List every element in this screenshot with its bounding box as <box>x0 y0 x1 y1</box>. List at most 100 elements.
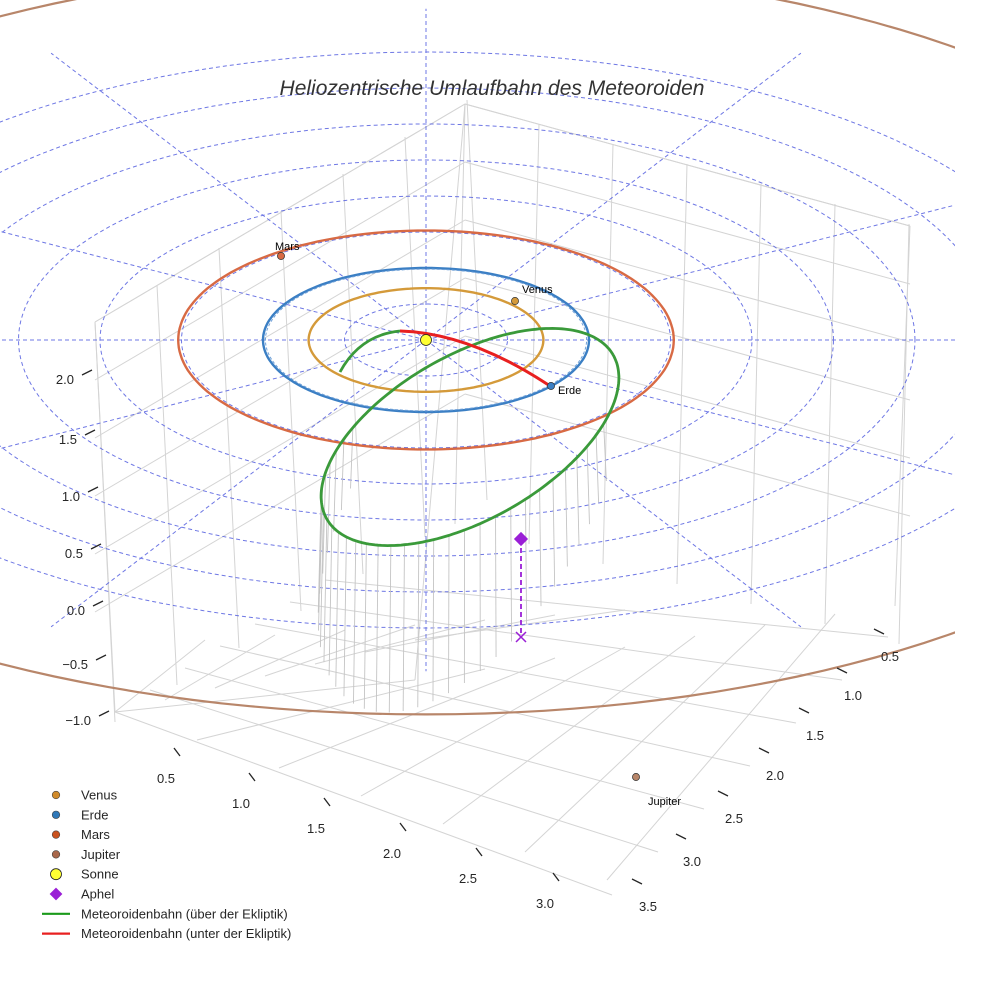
planet-marker-jupiter <box>632 773 640 781</box>
z-tick-label: −0.5 <box>62 657 88 672</box>
z-tick-label: 1.5 <box>59 432 77 447</box>
y-tick-label: 3.5 <box>639 899 657 914</box>
legend-dot-icon <box>51 810 61 819</box>
drop-line <box>603 423 607 482</box>
y-tick-label: 1.0 <box>844 688 862 703</box>
z-tick-label: 2.0 <box>56 372 74 387</box>
polar-grid-ring <box>17 159 835 521</box>
legend-item: Meteoroidenbahn (über der Ekliptik) <box>42 906 288 921</box>
pane-grid-line <box>528 123 540 545</box>
pane-grid-line <box>466 99 488 501</box>
pane-grid-line <box>324 579 889 638</box>
drop-line <box>539 489 542 607</box>
y-tick-label: 2.5 <box>725 811 743 826</box>
pane-grid-line <box>314 619 486 665</box>
z-tick-label: −1.0 <box>65 713 91 728</box>
polar-grid-ring <box>0 123 916 557</box>
planet-label-venus: Venus <box>522 284 553 296</box>
drop-line <box>340 438 345 511</box>
legend-dot-icon <box>51 850 61 859</box>
pane-grid-line <box>94 393 466 613</box>
legend-item: Mars <box>51 827 110 842</box>
x-tick-mark <box>399 822 407 832</box>
pane-grid-line <box>414 609 626 641</box>
meteoroid-orbit-below <box>399 329 551 388</box>
z-tick-label: 0.5 <box>65 546 83 561</box>
drop-line <box>323 518 328 663</box>
legend-item: Aphel <box>49 887 114 902</box>
y-tick-label: 2.0 <box>766 768 784 783</box>
drop-line <box>322 472 327 574</box>
pane-grid-line <box>676 163 688 585</box>
pane-grid-line <box>149 689 659 853</box>
z-tick-mark <box>84 429 96 436</box>
pane-grid-line <box>464 219 911 343</box>
pane-grid-line <box>164 634 276 701</box>
legend-label: Meteoroidenbahn (über der Ekliptik) <box>81 906 288 921</box>
pane-grid-line <box>218 247 240 649</box>
legend-label: Mars <box>81 827 110 842</box>
polar-grid-spoke <box>425 339 802 628</box>
pane-grid-line <box>342 173 364 575</box>
x-tick-label: 1.0 <box>232 796 250 811</box>
pane-grid-line <box>156 284 178 686</box>
y-axis: 0.5 1.0 1.5 2.0 2.5 3.0 3.5 <box>631 628 899 914</box>
z-tick-mark <box>92 600 104 607</box>
pane-grid-line <box>94 335 466 555</box>
polar-grid-ring <box>180 231 672 449</box>
pane-grid-line <box>114 711 613 896</box>
x-tick-label: 0.5 <box>157 771 175 786</box>
drop-line <box>525 499 528 625</box>
y-tick-label: 3.0 <box>683 854 701 869</box>
drop-line <box>375 545 379 712</box>
orbit-drop-lines <box>317 423 607 713</box>
drop-line <box>353 540 357 704</box>
drop-line <box>350 427 354 489</box>
pane-grid-line <box>750 183 762 605</box>
z-tick-mark <box>98 710 110 717</box>
drop-line <box>333 450 337 532</box>
legend-sun-icon <box>50 868 62 881</box>
orbit-venus <box>307 287 545 393</box>
planet-label-erde: Erde <box>558 385 581 397</box>
legend-dot-icon <box>51 790 61 800</box>
polar-grid-spoke <box>50 52 427 341</box>
drop-line <box>328 525 333 676</box>
drop-line <box>402 544 405 712</box>
pane-grid-line <box>464 161 911 285</box>
pane-grid-line <box>184 667 705 810</box>
x-tick-mark <box>323 797 331 807</box>
legend-item: Jupiter <box>51 847 121 862</box>
x-tick-label: 3.0 <box>536 896 554 911</box>
legend-label: Jupiter <box>81 847 121 862</box>
x-tick-mark <box>475 847 483 857</box>
drop-line <box>495 516 497 658</box>
legend-item: Sonne <box>50 867 119 882</box>
planet-marker-mars <box>277 252 285 260</box>
pane-grid <box>94 99 911 896</box>
drop-line <box>319 511 324 648</box>
polar-grid-spoke <box>0 230 427 341</box>
pane-grid-line <box>94 103 466 323</box>
polar-grid-ring <box>344 303 508 377</box>
chart-title: Heliozentrische Umlaufbahn des Meteoroid… <box>280 77 705 100</box>
pane-grid-line <box>289 601 843 681</box>
x-tick-mark <box>173 747 181 757</box>
drop-line <box>343 536 347 697</box>
pane-grid-line <box>280 210 302 612</box>
pane-grid-line <box>278 657 556 769</box>
drop-line <box>586 446 590 525</box>
pane-grid-line <box>219 645 751 767</box>
planet-label-mars: Mars <box>275 241 300 253</box>
x-tick-mark <box>248 772 256 782</box>
orbit-jupiter <box>0 0 955 716</box>
legend: Venus Erde Mars Jupiter Sonne Aphel Meteoroide… <box>42 788 291 941</box>
pane-grid-line <box>898 223 910 645</box>
legend-label: Venus <box>81 788 118 803</box>
z-tick-mark <box>81 369 93 376</box>
pane-grid-line <box>824 203 836 625</box>
legend-dot-icon <box>51 830 61 839</box>
planet-markers: Venus Erde Mars Jupiter <box>275 241 681 808</box>
z-tick-mark <box>90 543 102 550</box>
